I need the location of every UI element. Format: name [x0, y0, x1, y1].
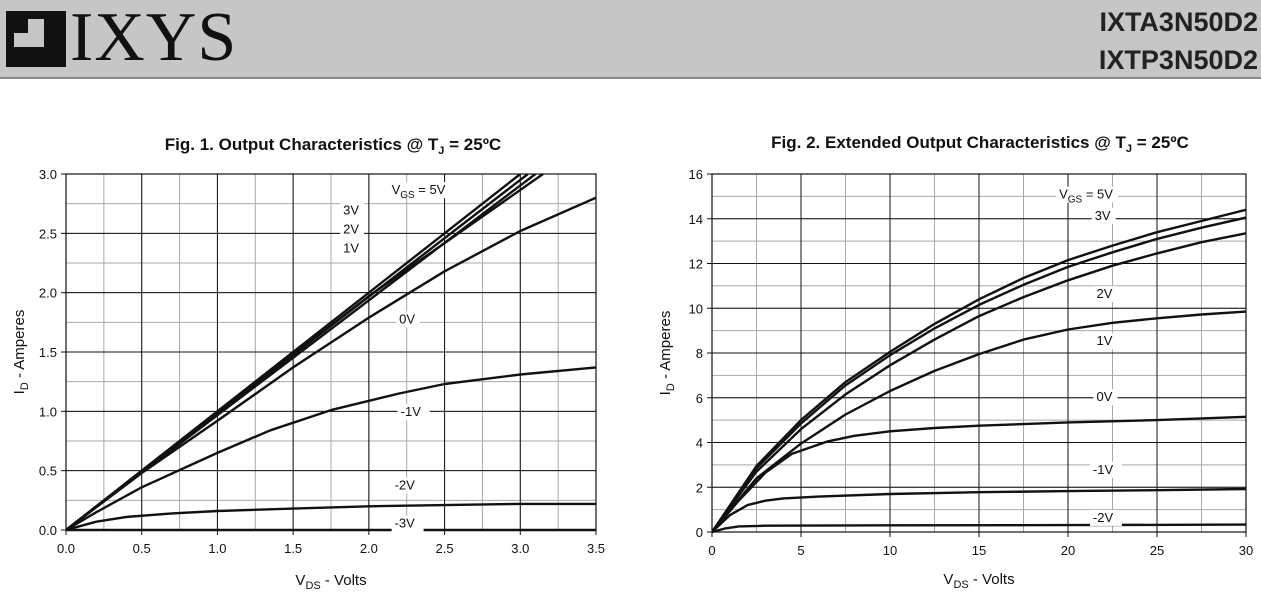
series-line-vgs-2V: [712, 232, 1246, 533]
series-line-vgs-3V: [712, 216, 1246, 533]
annotation-background: [1093, 286, 1118, 303]
annotation-background: [1093, 333, 1118, 350]
x-tick-label: 2.0: [360, 541, 378, 556]
annotation-background: [340, 240, 365, 257]
part-number-1: IXTA3N50D2: [1099, 7, 1258, 37]
y-tick-label: 0: [696, 525, 703, 540]
ixys-logo-icon: [6, 11, 66, 67]
curve-annotation: VGS = 5V: [392, 182, 446, 201]
x-tick-label: 15: [972, 543, 986, 558]
annotation-background: [397, 404, 430, 421]
x-tick-label: 3.0: [511, 541, 529, 556]
curve-annotation: 3V: [1095, 208, 1111, 223]
x-tick-label: 1.5: [284, 541, 302, 556]
curve-annotation: 0V: [399, 312, 415, 327]
y-tick-label: 2.0: [39, 286, 57, 301]
y-tick-label: 1.5: [39, 345, 57, 360]
series-line-vgs-neg1V: [66, 366, 596, 532]
chart-output-characteristics: 0.0 0.5 1.0 1.5 2.0 2.5 3.0 3.5 0.0 0.5 1.0 1.5 2.0 2…: [11, 135, 605, 592]
y-tick-label: 8: [696, 346, 703, 361]
y-tick-label: 12: [689, 257, 703, 272]
x-tick-label: 30: [1239, 543, 1253, 558]
x-axis-label: VDS - Volts: [295, 572, 366, 592]
y-tick-label: 1.0: [39, 404, 57, 419]
series-line-vgs-neg1V: [712, 487, 1246, 533]
x-tick-label: 10: [883, 543, 897, 558]
chart-title: Fig. 1. Output Characteristics @ TJ = 25…: [165, 135, 501, 157]
annotation-background: [396, 311, 421, 328]
series-line-vgs-neg2V: [712, 523, 1246, 534]
y-tick-label: 3.0: [39, 167, 57, 182]
x-tick-label: 20: [1061, 543, 1075, 558]
curve-annotation: VGS = 5V: [1059, 187, 1113, 206]
curve-annotation: 3V: [343, 202, 359, 217]
curve-annotation: 2V: [343, 221, 359, 236]
annotation-background: [1089, 509, 1122, 526]
series-group: [712, 208, 1246, 534]
x-tick-label: 5: [797, 543, 804, 558]
y-tick-label: 6: [696, 391, 703, 406]
y-axis-label: ID - Amperes: [657, 311, 677, 396]
curve-annotation: 1V: [343, 240, 359, 255]
annotation-background: [391, 477, 424, 494]
y-tick-label: 16: [689, 167, 703, 182]
annotation-background: [391, 515, 424, 532]
curve-annotation: -2V: [1093, 510, 1114, 525]
series-line-vgs-5V: [712, 208, 1246, 533]
annotation-background: [1093, 389, 1118, 406]
curve-annotation: 0V: [1096, 389, 1112, 404]
annotation-background: [340, 221, 365, 238]
curve-annotation: -2V: [395, 478, 416, 493]
curve-annotation: -3V: [395, 516, 416, 531]
part-number-2: IXTP3N50D2: [1098, 45, 1258, 75]
annotation-background: [340, 202, 365, 219]
annotation-background: [1089, 461, 1122, 478]
annotation-background: [1091, 207, 1116, 224]
x-tick-label: 1.0: [208, 541, 226, 556]
y-tick-label: 14: [689, 212, 703, 227]
series-line-vgs-1V: [712, 310, 1246, 533]
x-tick-label: 2.5: [436, 541, 454, 556]
series-line-vgs-0V: [66, 196, 596, 531]
x-tick-label: 0: [708, 543, 715, 558]
x-tick-label: 25: [1150, 543, 1164, 558]
curve-annotation: 2V: [1096, 286, 1112, 301]
y-tick-label: 4: [696, 436, 703, 451]
y-tick-label: 2: [696, 480, 703, 495]
y-tick-label: 0.5: [39, 464, 57, 479]
series-line-vgs-1V: [66, 174, 544, 531]
annotation-background: [388, 182, 451, 199]
header-banner: IXYS IXTA3N50D2 IXTP3N50D2: [0, 0, 1261, 79]
y-axis-label: ID - Amperes: [11, 310, 31, 395]
y-tick-label: 0.0: [39, 523, 57, 538]
x-tick-label: 0.5: [133, 541, 151, 556]
annotation-background: [1056, 186, 1119, 203]
curve-annotation: 1V: [1096, 333, 1112, 348]
series-group: [66, 174, 596, 532]
series-line-vgs-0V: [712, 415, 1246, 533]
x-tick-label: 3.5: [587, 541, 605, 556]
y-tick-label: 10: [689, 301, 703, 316]
curve-annotation: -1V: [1093, 462, 1114, 477]
x-axis-label: VDS - Volts: [943, 571, 1014, 591]
x-tick-label: 0.0: [57, 541, 75, 556]
curve-annotation: -1V: [401, 404, 422, 419]
brand-logo-text: IXYS: [70, 0, 238, 76]
series-line-vgs-neg2V: [66, 502, 596, 532]
chart-title: Fig. 2. Extended Output Characteristics …: [771, 133, 1189, 155]
y-tick-label: 2.5: [39, 226, 57, 241]
